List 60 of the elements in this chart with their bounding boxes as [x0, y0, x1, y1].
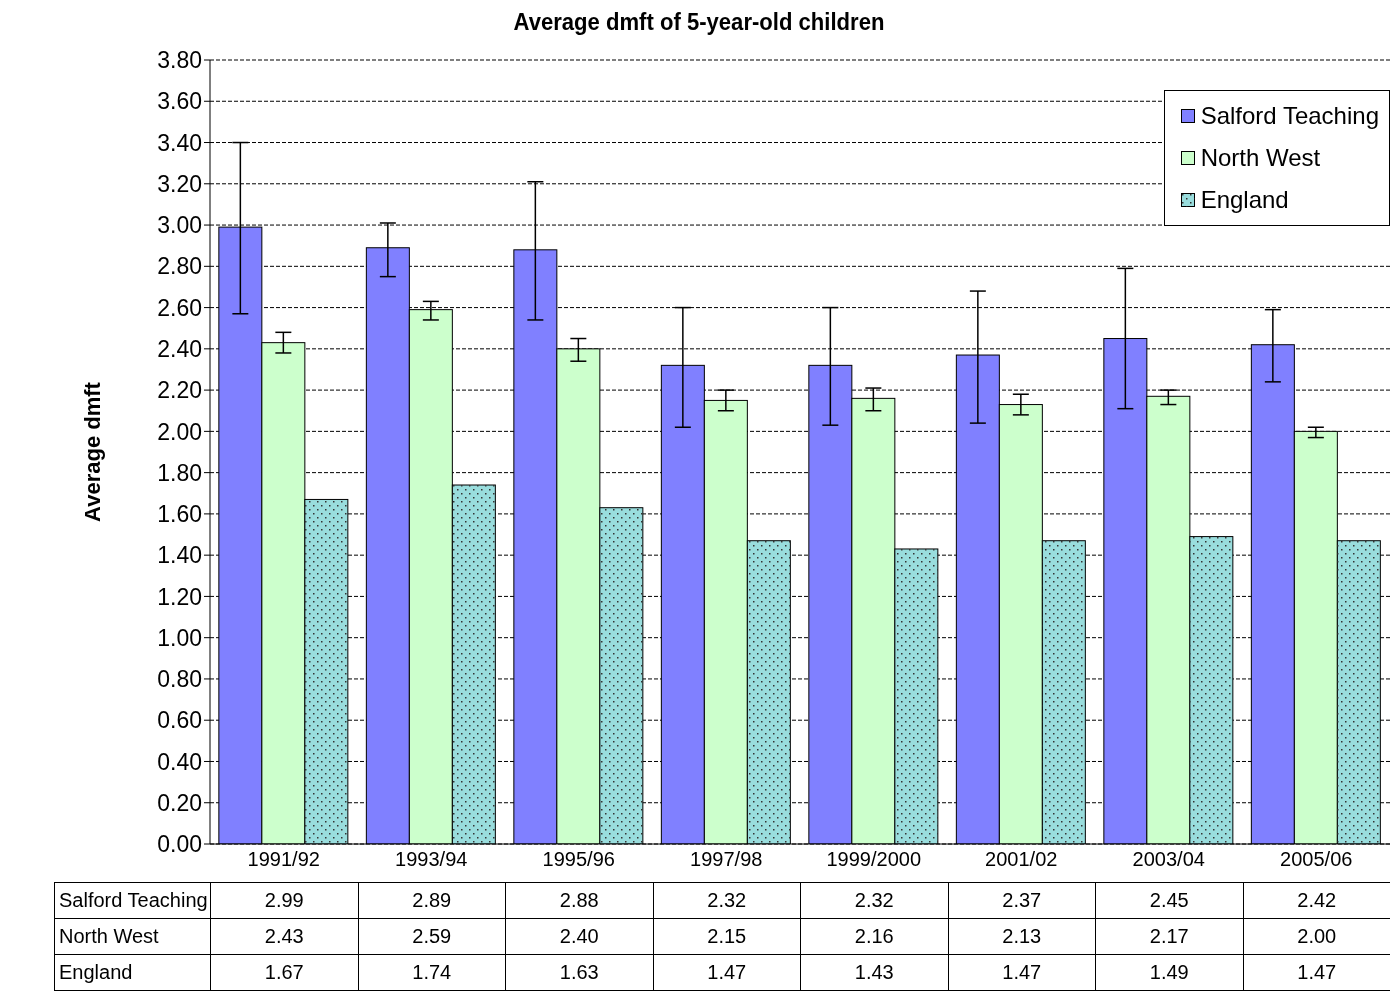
data-label: 1.47 [653, 954, 801, 991]
data-label: 2.45 [1095, 882, 1243, 919]
legend-label: England [1200, 186, 1289, 214]
text: Salford Teaching [59, 889, 208, 911]
y-tick-label: 3.40 [157, 129, 202, 156]
x-tick-label: 1991/92 [247, 848, 320, 871]
data-label: 1.63 [505, 954, 653, 991]
data-label: 2.37 [948, 882, 1096, 919]
data-label: 2.32 [653, 882, 801, 919]
data-label: 1.67 [210, 954, 358, 991]
data-label: 1.47 [948, 954, 1096, 991]
data-label: 2.59 [358, 918, 506, 955]
data-label: 2.42 [1243, 882, 1390, 919]
y-tick-label: 3.00 [157, 212, 202, 239]
y-tick-label: 2.00 [157, 418, 202, 445]
data-label: 2.32 [800, 882, 948, 919]
y-tick-label: 3.60 [157, 88, 202, 115]
x-tick-label: 1993/94 [395, 848, 468, 871]
y-tick-label: 1.40 [157, 542, 202, 569]
y-tick-label: 3.80 [157, 47, 202, 74]
data-label: 2.88 [505, 882, 653, 919]
data-label: 2.13 [948, 918, 1096, 955]
text: North West [59, 925, 159, 947]
y-tick-label: 3.20 [157, 170, 202, 197]
data-label: 1.74 [358, 954, 506, 991]
x-tick-label: 2001/02 [985, 848, 1058, 871]
y-tick-label: 0.00 [157, 831, 202, 858]
y-tick-label: 2.80 [157, 253, 202, 280]
chart-title: Average dmft of 5-year-old children [512, 8, 886, 36]
y-axis-title: Average dmft [79, 381, 105, 522]
y-tick-label: 1.20 [157, 583, 202, 610]
data-label: 2.43 [210, 918, 358, 955]
x-tick-label: 1997/98 [690, 848, 763, 871]
data-label: 2.16 [800, 918, 948, 955]
y-tick-label: 0.20 [157, 789, 202, 816]
y-tick-label: 1.00 [157, 624, 202, 651]
data-label: 2.15 [653, 918, 801, 955]
y-tick-label: 2.40 [157, 336, 202, 363]
y-tick-label: 1.80 [157, 459, 202, 486]
data-label: 1.43 [800, 954, 948, 991]
y-tick-label: 2.60 [157, 294, 202, 321]
data-label: 2.99 [210, 882, 358, 919]
x-tick-label: 1999/2000 [826, 848, 922, 871]
y-tick-label: 0.40 [157, 748, 202, 775]
data-label: 2.40 [505, 918, 653, 955]
legend-label: Salford Teaching [1200, 102, 1379, 130]
text: England [59, 961, 133, 983]
x-tick-label: 2005/06 [1280, 848, 1353, 871]
data-label: 2.89 [358, 882, 506, 919]
x-tick-label: 1995/96 [542, 848, 615, 871]
data-label: 1.47 [1243, 954, 1390, 991]
data-label: 2.00 [1243, 918, 1390, 955]
y-tick-label: 0.80 [157, 666, 202, 693]
x-tick-label: 2003/04 [1132, 848, 1205, 871]
y-tick-label: 0.60 [157, 707, 202, 734]
data-label: 2.17 [1095, 918, 1243, 955]
legend-label: North West [1200, 144, 1321, 172]
data-label: 1.49 [1095, 954, 1243, 991]
y-tick-label: 2.20 [157, 377, 202, 404]
y-tick-label: 1.60 [157, 501, 202, 528]
